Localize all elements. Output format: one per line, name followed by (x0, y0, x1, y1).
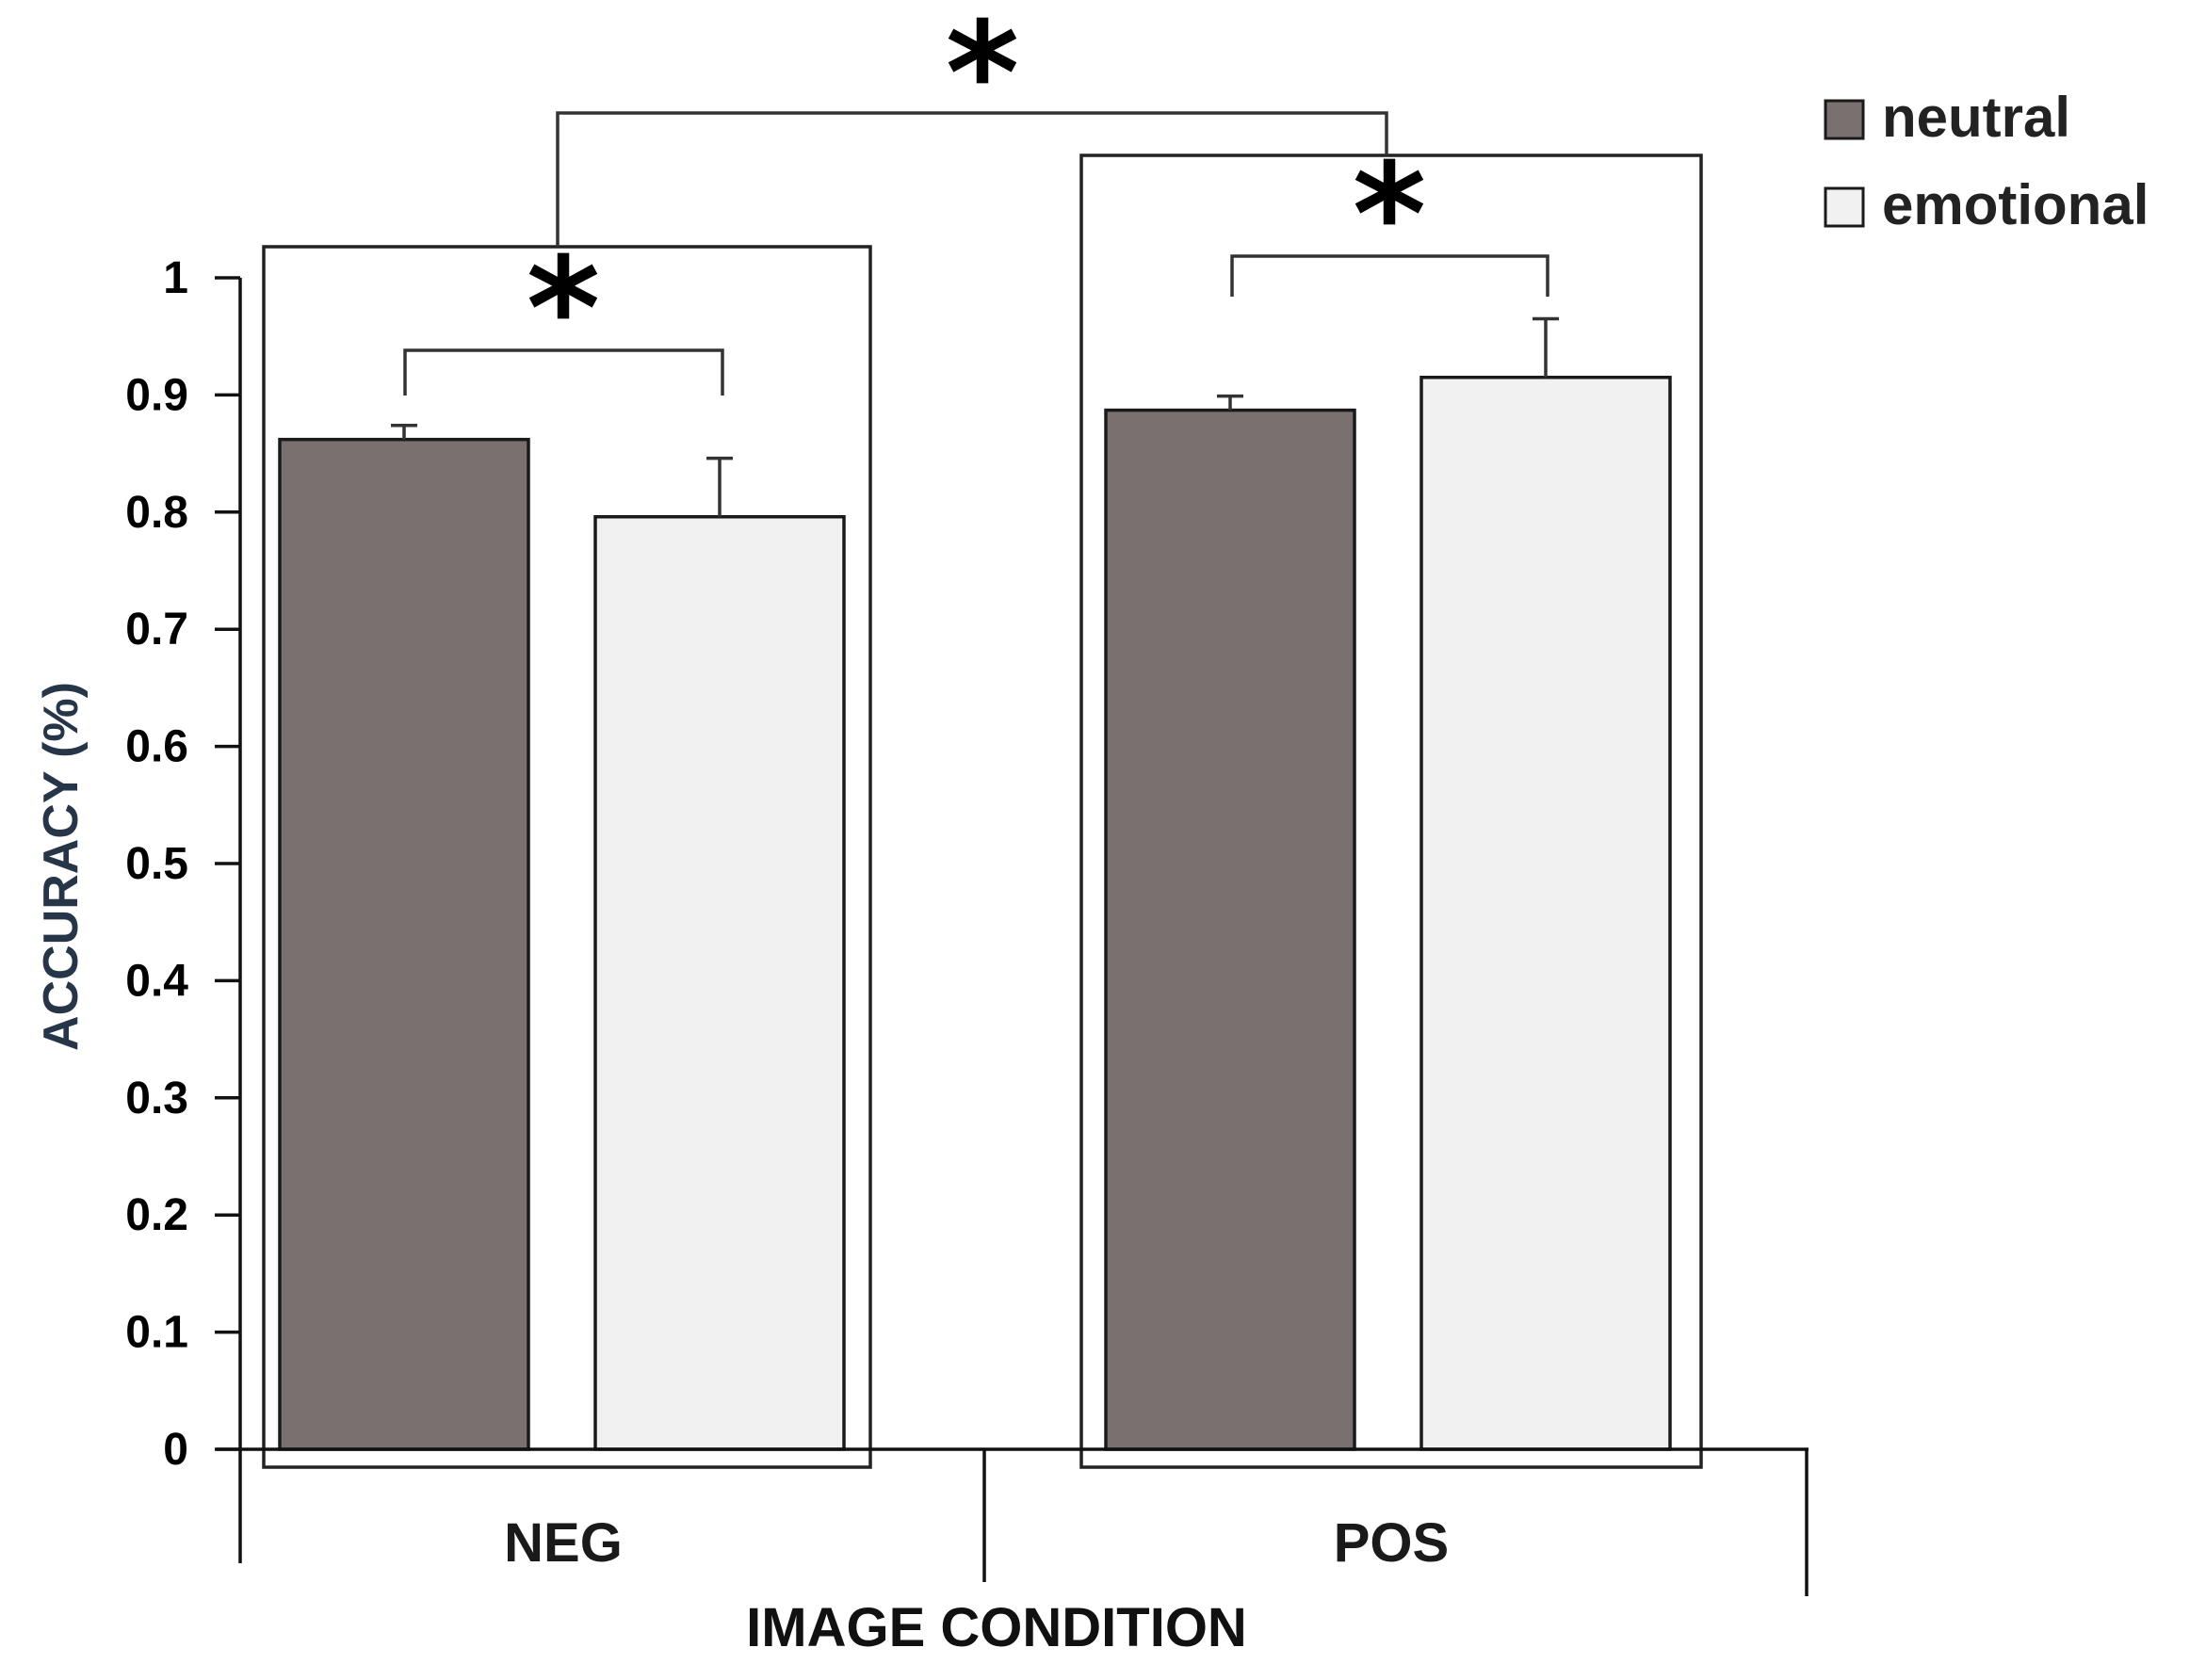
legend-label-emotional: emotional (1882, 173, 2149, 236)
y-tick-label: 0 (163, 1425, 188, 1475)
legend: neutral emotional (1824, 86, 2149, 236)
y-tick-label: 1 (163, 253, 188, 303)
legend-swatch-neutral (1824, 99, 1865, 140)
y-tick-label: 0.9 (125, 370, 188, 420)
bars-layer (278, 316, 1672, 1451)
y-tick-label: 0.2 (125, 1190, 188, 1240)
pos-significance-star: * (1353, 134, 1426, 298)
y-tick-label: 0.8 (125, 488, 188, 538)
pos-group-frame (1079, 153, 1703, 1469)
pos-significance-bracket (1230, 254, 1549, 297)
y-tick-label: 0.1 (125, 1308, 188, 1358)
bar-neg-neutral (278, 437, 530, 1451)
category-label-neg: NEG (504, 1512, 623, 1574)
bar-pos-neutral (1104, 408, 1356, 1451)
y-tick-label: 0.4 (125, 956, 188, 1006)
group-significance-bracket (556, 111, 1388, 247)
y-tick-label: 0.6 (125, 722, 188, 772)
y-tick-label: 0.5 (125, 839, 188, 889)
y-tick-label: 0.7 (125, 605, 188, 654)
legend-label-neutral: neutral (1882, 86, 2070, 149)
x-axis-title: IMAGE CONDITION (746, 1597, 1247, 1658)
category-label-pos: POS (1334, 1512, 1450, 1574)
group-significance-star: * (946, 0, 1019, 156)
neg-significance-bracket (403, 348, 724, 396)
y-axis-ticks: 0 0.1 0.2 0.3 0.4 0.5 0.6 0.7 0.8 0.9 1 (125, 253, 240, 1475)
y-tick-label: 0.3 (125, 1074, 188, 1123)
neg-group-frame (262, 245, 872, 1469)
neg-significance-star: * (527, 228, 600, 392)
legend-swatch-emotional (1824, 186, 1865, 228)
bar-neg-emotional (593, 515, 846, 1451)
bar-pos-emotional (1419, 375, 1672, 1451)
y-axis-title: ACCURACY (%) (34, 682, 89, 1051)
